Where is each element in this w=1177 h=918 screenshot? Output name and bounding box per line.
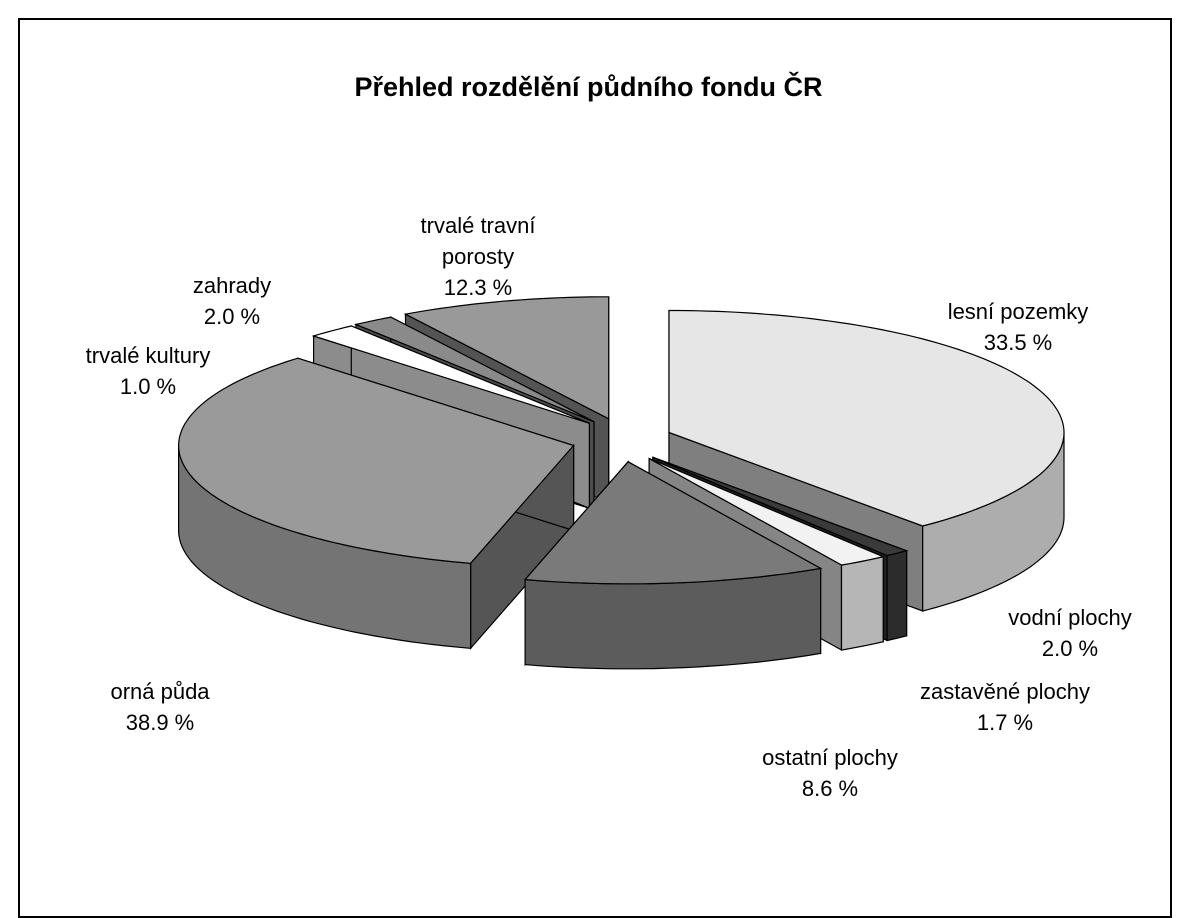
pie-slice — [353, 316, 595, 423]
slice-wall — [840, 555, 884, 651]
slice-value: 1.0 % — [119, 374, 177, 399]
chart-title: Přehled rozdělění půdního fondu ČR — [354, 72, 823, 102]
pie-slice — [648, 457, 886, 566]
slice-label: zastavěné plochy 1.7 % — [920, 676, 1090, 738]
pie-slice — [668, 309, 1065, 527]
slice-name: zahrady — [192, 273, 272, 298]
slice-value: 2.0 % — [1041, 636, 1099, 661]
slice-value: 12.3 % — [443, 275, 513, 300]
pie-slice — [177, 357, 575, 564]
slice-name: zastavěné plochy — [920, 679, 1090, 704]
slice-name: vodní plochy — [1008, 605, 1132, 630]
slice-label: zahrady 2.0 % — [193, 270, 271, 332]
slice-value: 33.5 % — [983, 330, 1053, 355]
slice-label: orná půda 38.9 % — [110, 676, 209, 738]
pie-slice — [523, 461, 823, 585]
pie-slice — [311, 325, 590, 424]
pie-slice — [403, 296, 610, 420]
slice-name: orná půda — [110, 679, 210, 704]
page: Přehled rozdělění půdního fondu ČR (() =… — [18, 18, 1172, 918]
slice-label: ostatní plochy 8.6 % — [762, 742, 898, 804]
slice-label: lesní pozemky 33.5 % — [948, 296, 1089, 358]
slice-label: vodní plochy 2.0 % — [1008, 602, 1132, 664]
slice-name: trvalé kultury — [85, 343, 211, 368]
slice-value: 1.7 % — [976, 710, 1034, 735]
slice-value: 8.6 % — [801, 776, 859, 801]
chart — [177, 296, 1065, 670]
slice-name: trvalé travní porosty — [420, 213, 536, 269]
slice-label: trvalé travní porosty 12.3 % — [393, 210, 563, 303]
slice-wall — [886, 550, 908, 642]
slice-label: trvalé kultury 1.0 % — [86, 340, 211, 402]
slice-name: lesní pozemky — [947, 299, 1089, 324]
slice-value: 2.0 % — [203, 304, 261, 329]
slice-value: 38.9 % — [125, 710, 195, 735]
pie-slice — [652, 456, 909, 557]
slice-name: ostatní plochy — [762, 745, 898, 770]
